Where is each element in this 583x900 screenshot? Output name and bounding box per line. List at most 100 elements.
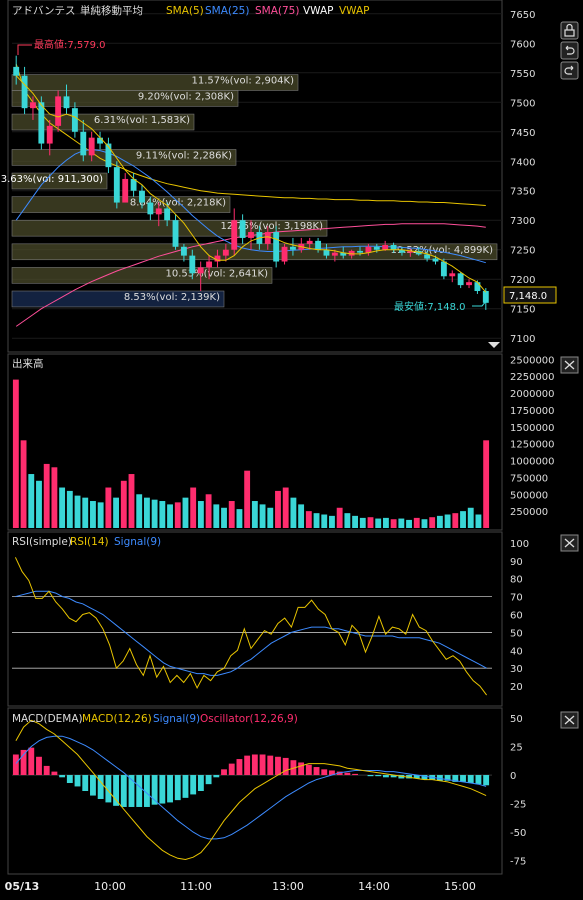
candle[interactable] [147,202,154,215]
oscillator-bar[interactable] [97,775,104,799]
volume-profile-bar[interactable] [11,196,231,213]
macd-close-button[interactable] [560,711,579,729]
volume-bar[interactable] [59,487,66,528]
oscillator-bar[interactable] [344,772,351,776]
oscillator-bar[interactable] [213,775,220,778]
volume-bar[interactable] [105,487,112,528]
volume-bar[interactable] [483,440,490,528]
oscillator-bar[interactable] [120,775,127,807]
oscillator-bar[interactable] [475,775,482,785]
volume-bar[interactable] [329,515,335,528]
candle[interactable] [289,246,296,250]
candle[interactable] [222,249,229,256]
candle[interactable] [180,246,187,256]
volume-bar[interactable] [290,497,297,528]
volume-bar[interactable] [352,515,359,528]
candle[interactable] [55,96,62,126]
candle[interactable] [231,220,238,250]
volume-bar[interactable] [467,507,474,528]
candle[interactable] [340,252,347,256]
oscillator-bar[interactable] [313,767,320,776]
oscillator-bar[interactable] [452,775,459,782]
candle[interactable] [122,178,129,203]
candle[interactable] [248,232,254,238]
oscillator-bar[interactable] [321,769,328,776]
oscillator-bar[interactable] [12,754,19,776]
volume-bar[interactable] [406,519,412,528]
volume-bar[interactable] [359,517,366,528]
oscillator-bar[interactable] [151,775,158,805]
oscillator-bar[interactable] [275,756,281,776]
candle[interactable] [139,190,145,203]
volume-bar[interactable] [367,517,374,528]
volume-bar[interactable] [151,499,158,528]
oscillator-bar[interactable] [352,773,359,776]
candle[interactable] [306,240,313,244]
candle[interactable] [466,282,472,286]
oscillator-bar[interactable] [382,775,389,778]
volume-bar[interactable] [444,514,451,528]
volume-bar[interactable] [305,511,312,528]
oscillator-bar[interactable] [136,775,143,807]
volume-bar[interactable] [375,518,382,528]
oscillator-bar[interactable] [259,754,266,776]
candle[interactable] [155,208,162,215]
candle[interactable] [189,255,196,274]
candle[interactable] [206,261,213,268]
redo-button[interactable] [560,61,579,80]
volume-bar[interactable] [66,490,73,528]
volume-bar[interactable] [197,501,204,528]
candle[interactable] [264,232,271,244]
volume-bar[interactable] [167,504,173,528]
volume-bar[interactable] [228,501,235,528]
candle[interactable] [30,102,36,109]
volume-bar[interactable] [313,513,320,528]
volume-bar[interactable] [159,501,166,528]
oscillator-bar[interactable] [483,775,490,786]
oscillator-bar[interactable] [82,775,89,791]
volume-bar[interactable] [174,502,181,528]
volume-bar[interactable] [20,440,27,528]
volume-bar[interactable] [336,507,343,528]
candle[interactable] [164,208,171,221]
oscillator-bar[interactable] [367,775,374,777]
candle[interactable] [21,75,28,109]
oscillator-bar[interactable] [51,771,58,776]
oscillator-bar[interactable] [74,775,81,787]
candle[interactable] [457,273,464,286]
candle[interactable] [357,250,363,253]
oscillator-bar[interactable] [182,775,189,798]
candle[interactable] [281,246,288,262]
oscillator-bar[interactable] [43,765,50,776]
volume-bar[interactable] [236,509,243,528]
candle[interactable] [424,254,431,259]
oscillator-bar[interactable] [167,775,173,803]
volume-bar[interactable] [74,495,81,528]
oscillator-bar[interactable] [375,775,382,777]
volume-bar[interactable] [213,504,220,528]
candle[interactable] [440,261,447,277]
candle[interactable] [348,250,355,256]
volume-bar[interactable] [51,467,58,528]
volume-bar[interactable] [398,518,405,528]
candle[interactable] [449,273,456,277]
volume-bar[interactable] [421,519,428,528]
volume-bar[interactable] [136,494,143,528]
volume-profile-bar[interactable] [11,172,108,190]
oscillator-bar[interactable] [20,749,27,776]
candle[interactable] [214,255,221,262]
candle[interactable] [130,178,137,191]
volume-bar[interactable] [452,513,459,528]
oscillator-bar[interactable] [28,747,35,776]
oscillator-bar[interactable] [143,775,150,807]
volume-bar[interactable] [90,501,96,528]
oscillator-bar[interactable] [336,771,343,776]
candle[interactable] [46,125,53,144]
oscillator-bar[interactable] [66,775,73,784]
candle[interactable] [482,291,489,303]
volume-bar[interactable] [82,497,89,528]
volume-close-button[interactable] [560,356,579,374]
volume-bar[interactable] [344,513,351,528]
oscillator-bar[interactable] [267,755,274,776]
volume-bar[interactable] [390,519,397,528]
